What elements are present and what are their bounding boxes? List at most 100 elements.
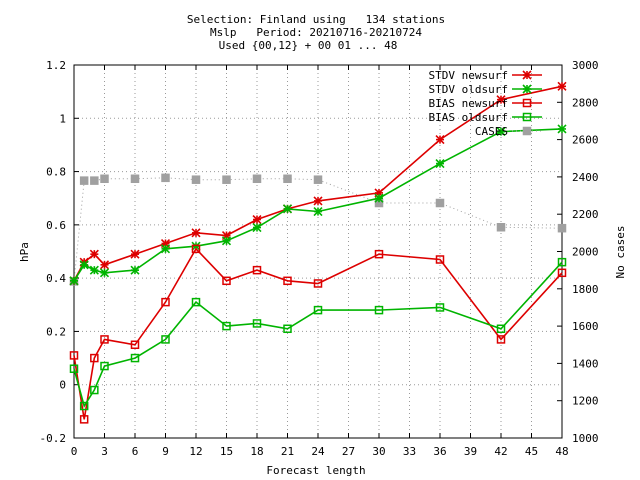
y-tick-label: 1 <box>59 112 66 125</box>
data-point <box>160 244 171 254</box>
y-tick-label: 0.4 <box>46 272 66 285</box>
series-group <box>69 81 567 424</box>
y2-tick-label: 2000 <box>572 246 599 259</box>
axis-ticks: 0 3 6 9 12 15 18 21 24 27 30 33 36 39 42 45 48-0.200.20.… <box>40 59 599 458</box>
data-point <box>252 222 262 233</box>
data-point <box>557 81 567 91</box>
data-point <box>69 276 79 286</box>
y-tick-label: -0.2 <box>40 432 67 445</box>
data-point <box>557 124 567 134</box>
data-point <box>69 351 79 360</box>
chart-title-line-3: Used {00,12} + 00 01 ... 48 <box>219 39 398 52</box>
data-point <box>283 324 292 334</box>
data-point <box>496 223 506 232</box>
x-tick-label: 12 <box>189 445 202 458</box>
y2-tick-label: 2800 <box>572 96 599 109</box>
series-stdv-oldsurf <box>69 124 567 286</box>
x-tick-label: 0 <box>71 445 78 458</box>
data-point <box>90 176 99 185</box>
data-point <box>374 305 384 315</box>
data-point <box>79 401 89 411</box>
y2-tick-label: 2400 <box>572 171 599 184</box>
data-point <box>557 223 567 233</box>
chart-title-line-1: Selection: Finland using 134 stations <box>187 13 445 26</box>
y2-tick-label: 1000 <box>572 432 599 445</box>
data-point <box>161 297 170 307</box>
legend-entry: CASES <box>475 125 542 138</box>
data-point <box>130 353 140 363</box>
data-point <box>435 159 445 169</box>
data-point <box>130 265 140 275</box>
legend-marker <box>522 70 532 80</box>
data-point <box>313 196 323 206</box>
data-point <box>313 305 323 315</box>
y2-tick-label: 1400 <box>572 357 599 370</box>
data-point <box>130 174 140 184</box>
series-bias-oldsurf <box>69 257 567 411</box>
legend-marker <box>522 84 532 94</box>
data-point <box>252 319 262 328</box>
data-point <box>283 174 292 184</box>
data-point <box>100 335 109 344</box>
data-point <box>313 206 323 217</box>
series-bias-newsurf <box>69 244 567 424</box>
data-point <box>79 260 89 270</box>
data-point <box>89 265 99 275</box>
y-tick-label: 1.2 <box>46 59 66 72</box>
x-tick-label: 45 <box>525 445 538 458</box>
y2-tick-label: 1600 <box>572 320 599 333</box>
data-point <box>496 324 506 334</box>
series-line <box>73 261 563 408</box>
legend-label: STDV oldsurf <box>429 83 508 96</box>
data-point <box>90 353 99 363</box>
data-point <box>435 255 445 264</box>
data-point <box>283 276 292 286</box>
x-tick-label: 15 <box>220 445 233 458</box>
data-point <box>557 257 567 267</box>
data-point <box>252 265 262 275</box>
data-point <box>130 249 140 259</box>
x-tick-label: 21 <box>281 445 294 458</box>
legend-label: CASES <box>475 125 508 138</box>
x-tick-label: 24 <box>311 445 325 458</box>
x-tick-label: 6 <box>132 445 139 458</box>
data-point <box>99 268 110 278</box>
data-point <box>313 279 323 288</box>
data-point <box>496 335 506 344</box>
data-point <box>191 175 201 184</box>
y2-tick-label: 2600 <box>572 134 599 147</box>
data-point <box>100 174 109 184</box>
data-point <box>282 204 293 214</box>
data-point <box>374 249 384 259</box>
x-tick-label: 3 <box>101 445 108 458</box>
legend-label: STDV newsurf <box>429 69 508 82</box>
data-point <box>99 260 110 270</box>
y-axis-label: hPa <box>18 242 31 262</box>
y-tick-label: 0.6 <box>46 219 66 232</box>
x-tick-label: 9 <box>162 445 169 458</box>
data-point <box>191 241 201 251</box>
x-tick-label: 42 <box>494 445 507 458</box>
x-axis-label: Forecast length <box>266 464 365 477</box>
data-point <box>89 249 99 259</box>
data-point <box>313 175 323 184</box>
data-point <box>435 303 445 312</box>
legend-label: BIAS oldsurf <box>429 111 508 124</box>
data-point <box>252 214 262 225</box>
legend-label: BIAS newsurf <box>429 97 508 110</box>
x-tick-label: 30 <box>372 445 385 458</box>
data-point <box>374 193 384 203</box>
x-tick-label: 18 <box>250 445 263 458</box>
data-point <box>222 175 231 184</box>
x-tick-label: 39 <box>464 445 477 458</box>
y-tick-label: 0.8 <box>46 166 66 179</box>
x-tick-label: 48 <box>555 445 568 458</box>
data-point <box>130 340 140 349</box>
data-point <box>79 176 89 185</box>
y-tick-label: 0.2 <box>46 325 66 338</box>
data-point <box>222 321 231 331</box>
data-point <box>435 198 445 208</box>
y-tick-label: 0 <box>59 379 66 392</box>
